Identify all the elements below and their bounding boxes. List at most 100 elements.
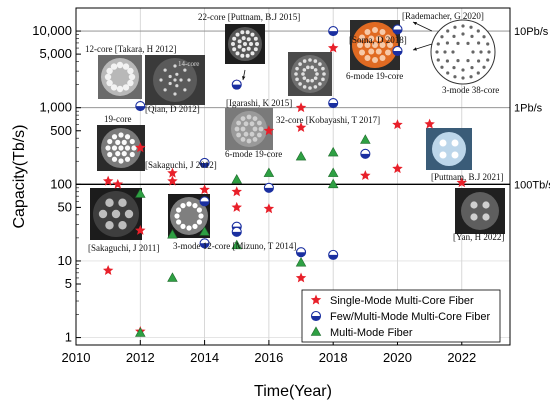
fiber-core (322, 72, 326, 76)
fiber-core (105, 221, 114, 230)
fiber-core (258, 126, 264, 132)
legend-label: Single-Mode Multi-Core Fiber (330, 295, 474, 307)
triangle-data-point (231, 174, 243, 184)
star-data-point (112, 178, 124, 189)
fiber-core (163, 68, 167, 72)
fiber-core (470, 65, 474, 70)
annotation-label: 12-core [Takara, H 2012] (85, 44, 176, 54)
fiber-core (451, 139, 459, 147)
triangle-data-point (231, 239, 243, 250)
star-data-point (263, 203, 275, 214)
star-data-point (263, 125, 275, 136)
half-circle-data-point (199, 196, 210, 207)
annotation-arrow-head (413, 21, 417, 26)
fiber-core (436, 42, 440, 46)
half-circle-fill (200, 243, 210, 248)
fiber-core (470, 34, 474, 39)
half-circle-fill (296, 252, 306, 257)
fiber-core (250, 32, 255, 37)
fiber-core (246, 138, 252, 144)
y-tick-label: 100 (50, 176, 72, 191)
half-circle-data-point (392, 45, 403, 57)
fiber-core (310, 78, 314, 83)
fiber-core (250, 51, 255, 56)
legend-star-swatch (310, 294, 322, 305)
fiber-core (364, 29, 371, 36)
half-circle-fill (232, 84, 242, 90)
annotation-arrow-head (242, 76, 246, 80)
data-points-layer (102, 24, 468, 342)
fiber-core (452, 65, 456, 70)
fiber-core (237, 44, 242, 49)
star-data-point (167, 175, 178, 186)
legend-triangle-swatch (310, 326, 322, 336)
fiber-core (246, 37, 251, 42)
fiber-cladding (101, 58, 139, 96)
fiber-core (104, 73, 112, 81)
half-circle-data-point (328, 26, 339, 37)
fiber-core (466, 41, 470, 45)
fiber-core (252, 116, 258, 122)
fiber-core (122, 63, 130, 70)
half-circle-fill (328, 254, 338, 260)
fiber-core (308, 58, 312, 62)
star-data-point (102, 175, 114, 186)
fiber-core (375, 48, 382, 55)
fiber-core (471, 50, 475, 54)
half-circle-fill (311, 316, 321, 321)
fiber-core (446, 71, 450, 75)
fiber-core (163, 88, 167, 92)
fiber-core (384, 49, 391, 56)
half-circle-fill (135, 106, 145, 111)
annotation-label: 3-mode 38-core (442, 85, 499, 95)
triangle-data-point (295, 257, 307, 267)
half-circle-fill (392, 29, 402, 34)
axes-layer: 2010 2012 2014 2016 2018 2020 2022 1 5 10 50 100 500… (11, 7, 511, 400)
fiber-core (372, 27, 378, 33)
x-axis-title: Time(Year) (254, 383, 332, 400)
triangle-data-point (167, 229, 178, 239)
fiber-core (476, 71, 480, 75)
fiber-core (469, 75, 473, 79)
star-data-point (102, 265, 114, 275)
fiber-core (384, 34, 391, 41)
fiber-core (159, 78, 163, 82)
fiber-core (110, 84, 118, 91)
fiber-core (249, 42, 253, 46)
fiber-core (128, 73, 136, 81)
star-data-point (327, 42, 339, 53)
fiber-core (256, 120, 262, 126)
annotation-label: [Qian, D 2012] (145, 104, 200, 114)
fiber-core (435, 50, 439, 54)
fiber-core (240, 126, 246, 132)
half-circle-data-point (360, 148, 371, 159)
fiber-core (129, 151, 135, 158)
half-circle-data-point (231, 226, 242, 237)
annotation-label: [Igarashi, K 2015] (226, 98, 292, 108)
half-circle-data-point (295, 247, 307, 258)
fiber-core (240, 116, 246, 122)
inset-32-core (288, 52, 332, 96)
star-data-point (199, 184, 210, 195)
annotation-label: 19-core (104, 114, 131, 124)
fiber-core (127, 67, 134, 75)
annotation-label: 32-core [Kobayashi, T 2017] (276, 115, 380, 125)
fiber-core (302, 68, 307, 72)
star-data-point (295, 272, 307, 283)
fiber-core (115, 151, 121, 157)
fiber-core (173, 64, 177, 68)
fiber-core (106, 79, 113, 87)
fiber-core (294, 72, 298, 76)
fiber-core (176, 207, 182, 213)
fiber-core (308, 86, 312, 90)
triangle-data-point (327, 178, 339, 189)
y-tick-label: 10 (58, 253, 72, 268)
fiber-core (192, 203, 198, 209)
triangle-data-point (327, 146, 339, 157)
half-circle-data-point (328, 97, 339, 109)
annotation-label: [Yan, H 2022] (453, 232, 504, 242)
y-tick-label: 1,000 (39, 100, 72, 115)
annotation-label: [Sakaguchi, J 2011] (88, 243, 159, 253)
fiber-core (486, 58, 490, 62)
fiber-core (240, 30, 245, 35)
